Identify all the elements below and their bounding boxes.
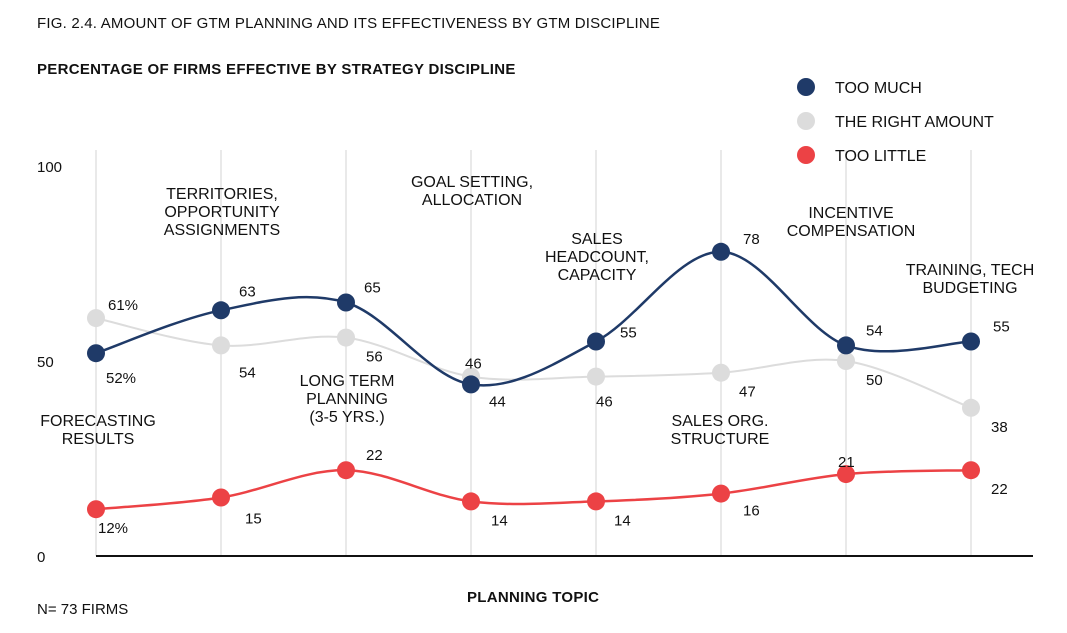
category-label-line: GOAL SETTING,	[411, 174, 533, 191]
category-label: SALES HEADCOUNT, CAPACITY	[545, 231, 649, 284]
series-too-much-point	[837, 336, 855, 355]
series-right-amount-point	[87, 309, 105, 328]
series-too-little-point	[712, 484, 730, 503]
series-too-little-point	[837, 465, 855, 484]
series-too-much-point	[212, 301, 230, 320]
series-right-amount-data-label: 56	[366, 349, 383, 366]
series-too-little-point	[462, 492, 480, 511]
series-too-much-data-label: 44	[489, 393, 506, 410]
series-right-amount-data-label: 50	[866, 372, 883, 389]
category-label-line: INCENTIVE	[808, 205, 893, 222]
category-label-line: RESULTS	[62, 431, 135, 448]
chart-subtitle: PERCENTAGE OF FIRMS EFFECTIVE BY STRATEG…	[37, 61, 516, 78]
series-right-amount-legend-label: THE RIGHT AMOUNT	[835, 114, 994, 131]
series-lines	[95, 250, 972, 511]
series-too-much-data-label: 55	[993, 319, 1010, 336]
series-right-amount-data-label: 61%	[108, 297, 138, 314]
series-right-amount-legend-marker	[797, 112, 815, 130]
category-label-line: STRUCTURE	[671, 431, 770, 448]
series-too-much-data-label: 52%	[106, 370, 136, 387]
category-label-line: SALES	[571, 231, 623, 248]
series-too-much-point	[962, 332, 980, 351]
series-too-little-data-label: 21	[838, 454, 855, 471]
series-too-little-data-label: 22	[991, 481, 1008, 498]
series-right-amount-data-label: 46	[465, 356, 482, 373]
series-too-much-point	[712, 242, 730, 261]
series-right-amount-point	[587, 367, 605, 386]
category-label: TERRITORIES, OPPORTUNITY ASSIGNMENTS	[164, 186, 280, 239]
category-labels: FORECASTING RESULTS TERRITORIES, OPPORTUNIT…	[40, 174, 1034, 448]
series-right-amount-data-label: 46	[596, 394, 613, 411]
series-right-amount-line	[95, 317, 972, 409]
series-too-much-data-label: 55	[620, 325, 637, 342]
series-too-little-point	[337, 461, 355, 480]
data-points	[87, 242, 980, 519]
series-too-little-point	[87, 500, 105, 519]
series-too-much-point	[87, 344, 105, 363]
series-too-much-point	[462, 375, 480, 394]
category-label: INCENTIVE COMPENSATION	[787, 205, 916, 240]
series-too-much-data-label: 65	[364, 280, 381, 297]
series-too-little-data-label: 14	[491, 512, 508, 529]
category-label-line: PLANNING	[306, 391, 388, 408]
series-too-little-data-label: 15	[245, 511, 262, 528]
series-right-amount-data-label: 54	[239, 364, 256, 381]
series-too-little-data-label: 16	[743, 503, 760, 520]
category-label: SALES ORG. STRUCTURE	[671, 413, 770, 448]
sample-size-note: N= 73 FIRMS	[37, 601, 129, 618]
category-label-line: CAPACITY	[558, 267, 637, 284]
series-too-little-legend-marker	[797, 146, 815, 164]
x-axis-label: PLANNING TOPIC	[467, 589, 600, 606]
series-too-much-point	[587, 332, 605, 351]
category-label-line: ASSIGNMENTS	[164, 222, 280, 239]
category-label-line: ALLOCATION	[422, 192, 522, 209]
category-label: GOAL SETTING, ALLOCATION	[411, 174, 533, 209]
series-too-little-point	[212, 488, 230, 507]
category-label-line: FORECASTING	[40, 413, 156, 430]
y-tick-label: 0	[37, 549, 45, 566]
y-axis-ticks: 0 50 100	[37, 159, 62, 566]
series-too-little-data-label: 14	[614, 512, 631, 529]
category-label-line: LONG TERM	[300, 373, 395, 390]
series-too-little-point	[587, 492, 605, 511]
series-right-amount-point	[337, 328, 355, 347]
series-too-little-legend-label: TOO LITTLE	[835, 148, 926, 165]
y-tick-label: 50	[37, 354, 54, 371]
series-right-amount-point	[212, 336, 230, 355]
series-right-amount-point	[712, 363, 730, 382]
category-label-line: (3-5 YRS.)	[309, 409, 384, 426]
series-right-amount-data-label: 47	[739, 384, 756, 401]
category-label-line: SALES ORG.	[672, 413, 769, 430]
series-too-little-point	[962, 461, 980, 480]
series-too-much-line	[95, 250, 972, 387]
series-too-much-data-label: 54	[866, 322, 883, 339]
category-label: TRAINING, TECH BUDGETING	[906, 262, 1035, 297]
series-too-much-point	[337, 293, 355, 312]
series-too-much-data-label: 78	[743, 231, 760, 248]
category-label: LONG TERM PLANNING (3-5 YRS.)	[300, 373, 395, 426]
series-too-little-data-label: 12%	[98, 520, 128, 537]
y-tick-label: 100	[37, 159, 62, 176]
series-right-amount-point	[962, 398, 980, 417]
series-too-little-line	[95, 468, 972, 511]
category-label-line: OPPORTUNITY	[164, 204, 280, 221]
category-label-line: HEADCOUNT,	[545, 249, 649, 266]
series-too-much-legend-label: TOO MUCH	[835, 80, 922, 97]
series-too-much-data-label: 63	[239, 283, 256, 300]
category-label-line: BUDGETING	[922, 280, 1017, 297]
series-right-amount-point	[837, 352, 855, 370]
series-right-amount-data-label: 38	[991, 419, 1008, 436]
category-label-line: TERRITORIES,	[166, 186, 278, 203]
figure-title: FIG. 2.4. AMOUNT OF GTM PLANNING AND ITS…	[37, 15, 661, 32]
series-too-much-legend-marker	[797, 78, 815, 96]
series-too-little-data-label: 22	[366, 447, 383, 464]
data-labels: 61% 54 56 46 46 47 50 38 12% 15 22 14 14 16 21 22 52% 63 6…	[98, 231, 1010, 537]
category-label: FORECASTING RESULTS	[40, 413, 156, 448]
category-label-line: TRAINING, TECH	[906, 262, 1035, 279]
category-label-line: COMPENSATION	[787, 223, 916, 240]
legend: TOO MUCH THE RIGHT AMOUNT TOO LITTLE	[797, 78, 994, 165]
